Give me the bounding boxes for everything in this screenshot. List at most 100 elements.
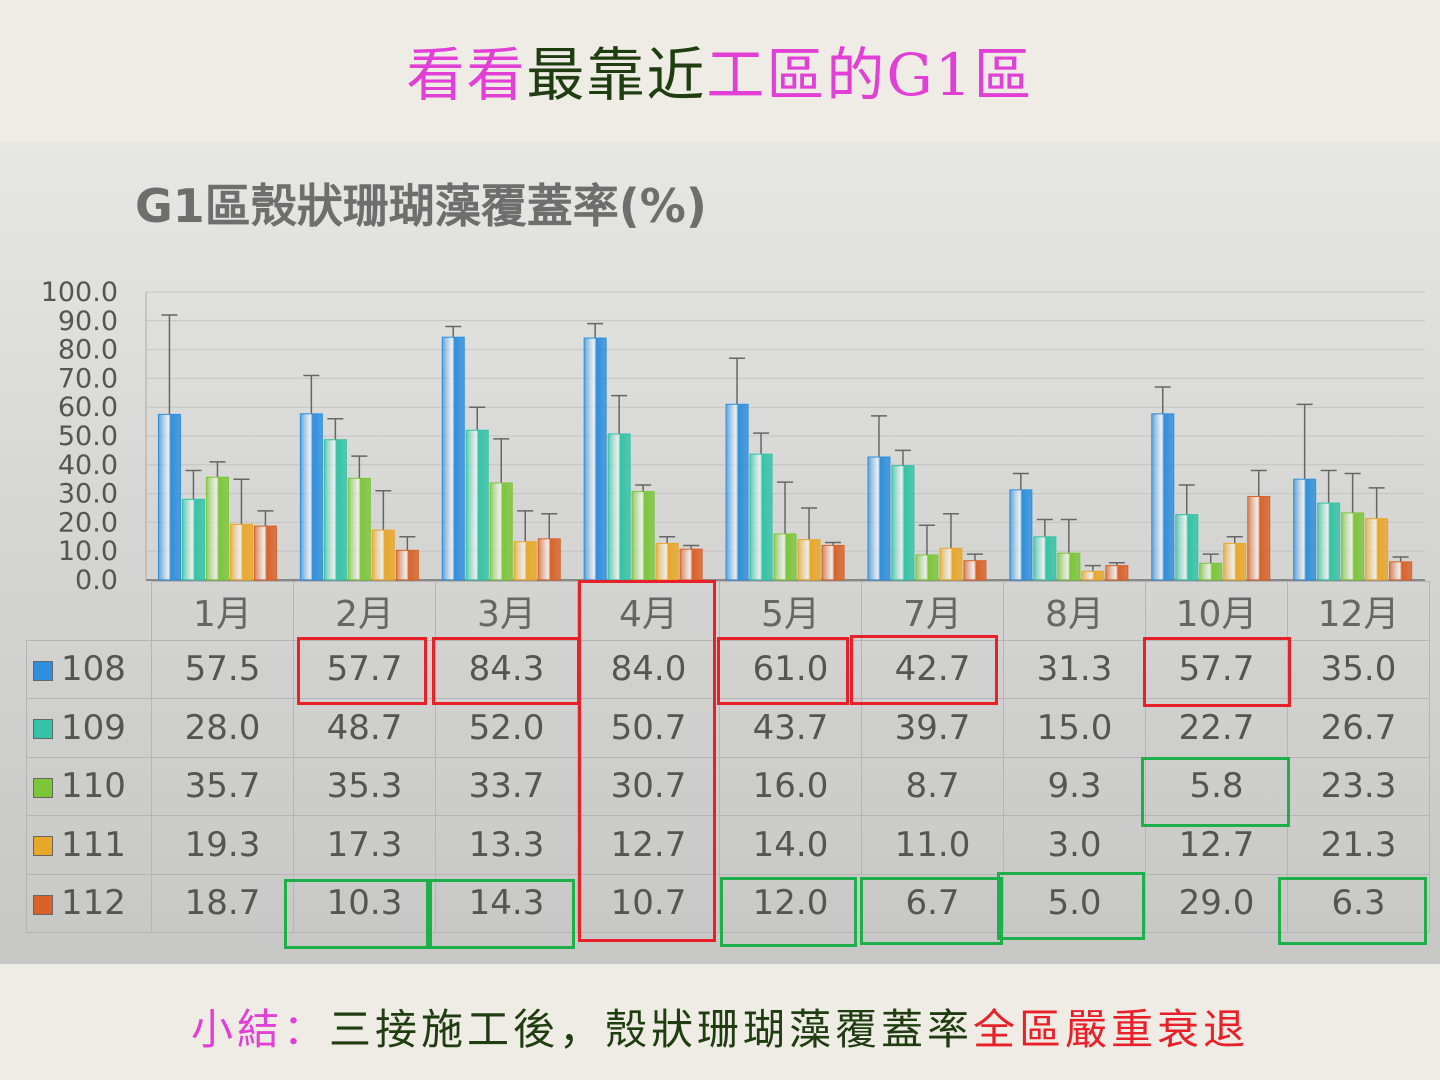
- title-part-2: 最靠近: [526, 41, 707, 109]
- bar-111-2月: [371, 529, 395, 581]
- legend-label: 112: [61, 883, 126, 924]
- y-tick-label: 50.0: [58, 421, 118, 452]
- data-label: 23.3: [1287, 756, 1430, 816]
- data-label: 3.0: [1003, 815, 1146, 875]
- bar-108-2月: [299, 413, 323, 581]
- data-label: 57.7: [293, 639, 436, 699]
- data-label: 33.7: [435, 756, 578, 816]
- data-label: 50.7: [577, 698, 720, 758]
- data-label: 57.5: [151, 639, 294, 699]
- data-label: 9.3: [1003, 756, 1146, 816]
- bar-109-1月: [181, 498, 205, 581]
- data-label: 35.7: [151, 756, 294, 816]
- bar-111-1月: [229, 523, 253, 581]
- data-label: 6.7: [861, 873, 1004, 933]
- bar-110-4月: [631, 491, 655, 581]
- data-label: 43.7: [719, 698, 862, 758]
- data-label: 6.3: [1287, 873, 1430, 933]
- legend-label: 109: [61, 707, 126, 748]
- title-part-3: 工區的G1區: [706, 41, 1034, 109]
- data-label: 12.7: [577, 815, 720, 875]
- bar-109-8月: [1033, 536, 1057, 581]
- bar-109-3月: [465, 429, 489, 581]
- data-label: 48.7: [293, 698, 436, 758]
- bar-111-7月: [939, 547, 963, 581]
- bar-112-7月: [963, 560, 987, 581]
- y-tick-label: 90.0: [58, 306, 118, 337]
- y-tick-label: 70.0: [58, 363, 118, 394]
- x-tick-label: 5月: [719, 581, 862, 641]
- y-tick-label: 10.0: [58, 536, 118, 567]
- legend-swatch: [33, 894, 53, 915]
- bar-111-8月: [1081, 570, 1105, 581]
- legend-entry: 110: [26, 756, 152, 816]
- y-tick-label: 30.0: [58, 479, 118, 510]
- table-row: 110 35.7 35.3 33.7 30.7 16.0 8.7 9.3 5.8 23.3: [26, 756, 1430, 816]
- bar-111-10月: [1223, 542, 1247, 581]
- table-row: 109 28.0 48.7 52.0 50.7 43.7 39.7 15.0 22.7 26.7: [26, 698, 1430, 758]
- data-label: 8.7: [861, 756, 1004, 816]
- bar-110-8月: [1057, 552, 1081, 581]
- data-label: 31.3: [1003, 639, 1146, 699]
- data-label: 5.8: [1145, 756, 1288, 816]
- legend-swatch: [33, 777, 53, 798]
- legend-label: 110: [61, 766, 126, 807]
- summary-part-1: 小結：: [190, 1005, 329, 1054]
- data-label: 84.0: [577, 639, 720, 699]
- bar-111-3月: [513, 541, 537, 581]
- data-label: 22.7: [1145, 698, 1288, 758]
- bar-111-4月: [655, 542, 679, 581]
- data-label: 35.3: [293, 756, 436, 816]
- legend-entry: 108: [26, 639, 152, 699]
- bar-108-10月: [1151, 413, 1175, 581]
- data-label: 16.0: [719, 756, 862, 816]
- x-tick-label: 3月: [435, 581, 578, 641]
- summary-part-2: 三接施工後，殼狀珊瑚藻覆蓋率: [328, 1005, 973, 1054]
- data-label: 57.7: [1145, 639, 1288, 699]
- data-label: 12.0: [719, 873, 862, 933]
- bar-112-10月: [1247, 495, 1271, 581]
- bar-110-2月: [347, 477, 371, 581]
- data-label: 84.3: [435, 639, 578, 699]
- bar-108-1月: [157, 413, 181, 581]
- bar-109-10月: [1175, 514, 1199, 581]
- bar-112-5月: [821, 544, 845, 581]
- y-tick-label: 80.0: [58, 335, 118, 366]
- legend-swatch: [33, 719, 53, 740]
- chart-title: G1區殼狀珊瑚藻覆蓋率(%): [135, 179, 707, 233]
- data-label: 5.0: [1003, 873, 1146, 933]
- legend-swatch: [33, 660, 53, 681]
- bar-112-1月: [253, 525, 277, 581]
- data-label: 29.0: [1145, 873, 1288, 933]
- bar-112-12月: [1389, 561, 1413, 581]
- legend-entry: 109: [26, 698, 152, 758]
- data-label: 42.7: [861, 639, 1004, 699]
- legend-swatch: [33, 836, 53, 857]
- table-corner: [26, 581, 152, 641]
- bar-108-5月: [725, 403, 749, 581]
- legend-entry: 112: [26, 873, 152, 933]
- bar-111-5月: [797, 539, 821, 581]
- bar-109-2月: [323, 439, 347, 581]
- legend-entry: 111: [26, 815, 152, 875]
- bar-108-7月: [867, 456, 891, 581]
- data-label: 14.3: [435, 873, 578, 933]
- bar-109-12月: [1317, 502, 1341, 581]
- data-label: 21.3: [1287, 815, 1430, 875]
- bar-112-8月: [1105, 565, 1129, 581]
- table-row: 111 19.3 17.3 13.3 12.7 14.0 11.0 3.0 12.7 21.3: [26, 815, 1430, 875]
- legend-label: 111: [61, 824, 126, 865]
- bar-110-12月: [1341, 512, 1365, 581]
- bar-112-2月: [395, 549, 419, 581]
- data-label: 12.7: [1145, 815, 1288, 875]
- bar-109-7月: [891, 465, 915, 581]
- bar-110-3月: [489, 482, 513, 581]
- data-label: 13.3: [435, 815, 578, 875]
- data-label: 10.3: [293, 873, 436, 933]
- summary-part-3: 全區嚴重衰退: [973, 1005, 1250, 1054]
- table-row: 112 18.7 10.3 14.3 10.7 12.0 6.7 5.0 29.0 6.3: [26, 873, 1430, 933]
- title-part-1: 看看: [406, 41, 527, 109]
- y-tick-label: 100.0: [41, 277, 118, 308]
- table-header-row: 1月 2月 3月 4月 5月 7月 8月 10月 12月: [26, 581, 1430, 641]
